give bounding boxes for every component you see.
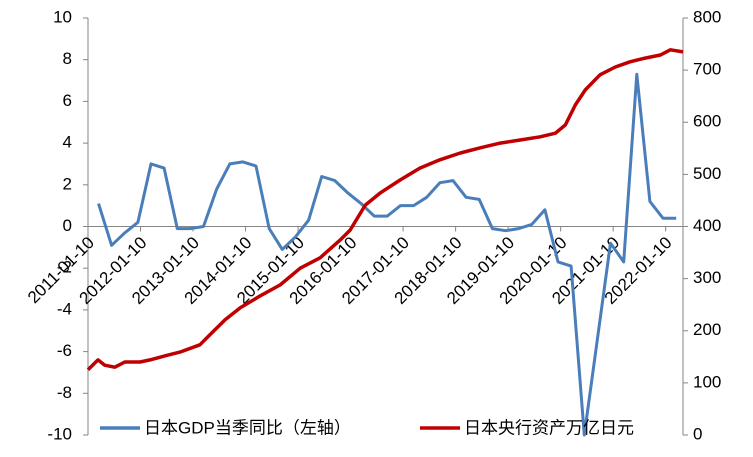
y2-tick-label: 200 xyxy=(693,320,721,339)
y2-tick-label: 100 xyxy=(693,372,721,391)
y-tick-label: 0 xyxy=(63,216,72,235)
y-tick-label: -6 xyxy=(57,341,72,360)
y-tick-label: 4 xyxy=(63,133,72,152)
y-tick-label: 8 xyxy=(63,49,72,68)
y2-tick-label: 500 xyxy=(693,164,721,183)
y-tick-label: -8 xyxy=(57,383,72,402)
y-tick-label: 2 xyxy=(63,174,72,193)
y2-tick-label: 700 xyxy=(693,60,721,79)
y-tick-label: 10 xyxy=(53,7,72,26)
y-tick-label: -4 xyxy=(57,299,72,318)
y-tick-label: -2 xyxy=(57,258,72,277)
data-line xyxy=(86,48,684,372)
y2-tick-label: 400 xyxy=(693,216,721,235)
y2-tick-label: 800 xyxy=(693,7,721,26)
legend-label: 日本央行资产万亿日元 xyxy=(464,418,634,437)
y-tick-label: -10 xyxy=(47,424,72,443)
legend-label: 日本GDP当季同比（左轴） xyxy=(144,418,351,437)
data-line xyxy=(97,72,677,437)
y2-tick-label: 600 xyxy=(693,112,721,131)
y2-tick-label: 300 xyxy=(693,268,721,287)
y2-tick-label: 0 xyxy=(693,424,702,443)
y-tick-label: 6 xyxy=(63,91,72,110)
